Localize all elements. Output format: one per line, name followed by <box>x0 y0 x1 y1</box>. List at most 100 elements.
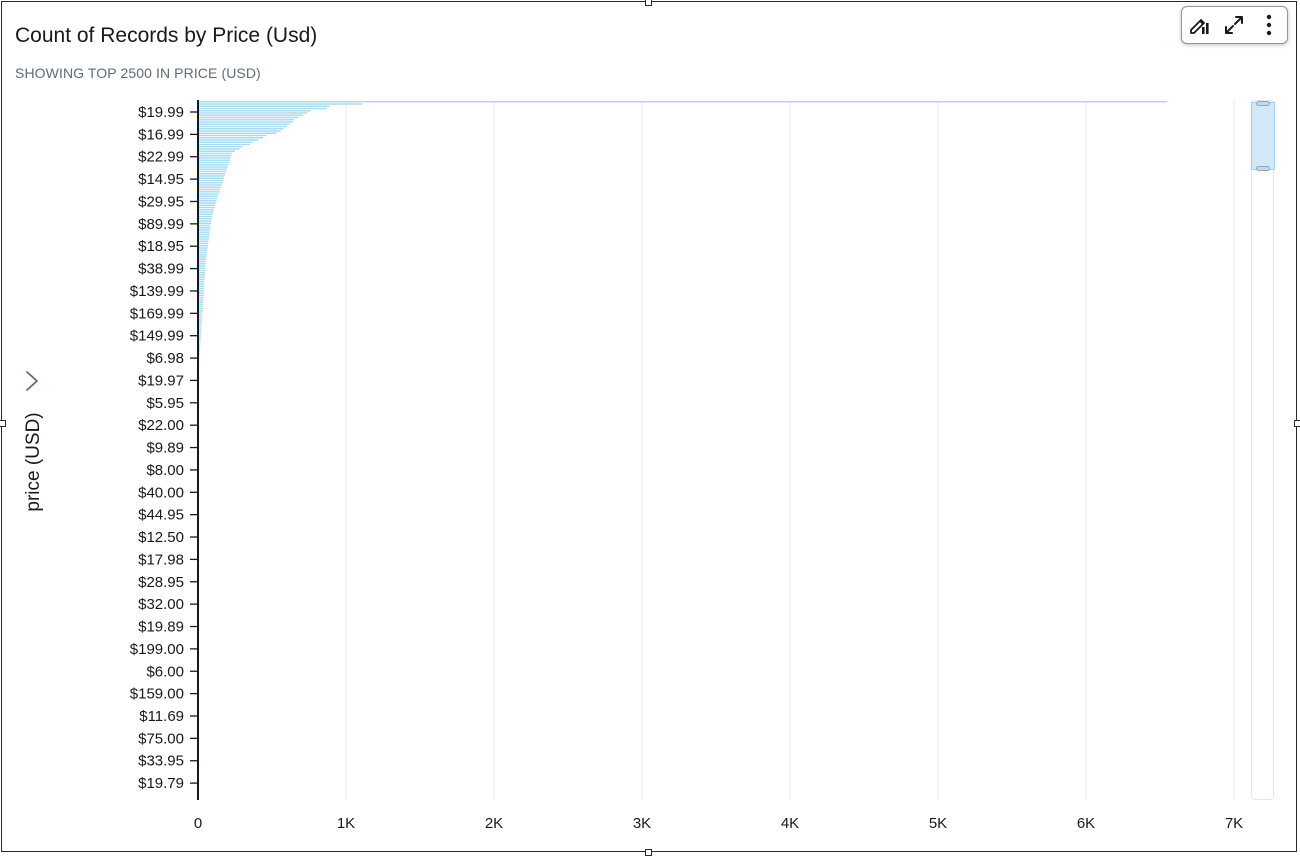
bar[interactable] <box>198 263 206 265</box>
bar[interactable] <box>198 274 205 276</box>
bar[interactable] <box>198 161 230 164</box>
resize-handle-left[interactable] <box>0 420 6 427</box>
bar[interactable] <box>198 337 201 339</box>
bar[interactable] <box>198 125 287 128</box>
bar[interactable] <box>198 132 277 135</box>
bar[interactable] <box>198 148 240 150</box>
bar[interactable] <box>198 294 204 297</box>
expand-button[interactable] <box>1220 12 1248 38</box>
bar[interactable] <box>198 152 233 155</box>
bar[interactable] <box>198 195 218 198</box>
bar[interactable] <box>198 191 220 193</box>
bar[interactable] <box>198 170 227 173</box>
bar[interactable] <box>198 267 206 270</box>
format-visual-button[interactable] <box>1186 12 1214 38</box>
bar[interactable] <box>198 249 208 252</box>
bar[interactable] <box>198 110 311 112</box>
bar[interactable] <box>198 119 295 121</box>
bar[interactable] <box>198 323 202 326</box>
bar[interactable] <box>198 314 203 317</box>
bar[interactable] <box>198 269 206 272</box>
bar[interactable] <box>198 301 204 303</box>
bar[interactable] <box>198 296 204 299</box>
bar[interactable] <box>198 285 205 288</box>
bar[interactable] <box>198 292 204 294</box>
scrollbar-top-grip[interactable] <box>1256 101 1270 106</box>
bar[interactable] <box>198 157 231 159</box>
bar[interactable] <box>198 112 308 114</box>
bar[interactable] <box>198 346 201 348</box>
bar[interactable] <box>198 348 201 351</box>
bar[interactable] <box>198 101 1168 103</box>
bar[interactable] <box>198 105 330 108</box>
scrollbar-bottom-grip[interactable] <box>1256 166 1270 171</box>
bar[interactable] <box>198 247 208 249</box>
bar[interactable] <box>198 137 264 139</box>
bar[interactable] <box>198 339 201 342</box>
bar[interactable] <box>198 299 204 301</box>
bar[interactable] <box>198 303 204 306</box>
more-options-button[interactable] <box>1255 12 1283 38</box>
bar[interactable] <box>198 283 205 285</box>
bar[interactable] <box>198 204 216 207</box>
bar[interactable] <box>198 175 225 177</box>
bar[interactable] <box>198 193 219 195</box>
bar[interactable] <box>198 114 304 117</box>
bar[interactable] <box>198 240 209 243</box>
bar[interactable] <box>198 341 201 344</box>
bar[interactable] <box>198 272 206 274</box>
bar[interactable] <box>198 251 208 254</box>
scrollbar-track[interactable] <box>1251 100 1274 800</box>
bar[interactable] <box>198 242 209 245</box>
bar[interactable] <box>198 130 281 132</box>
bar[interactable] <box>198 224 211 227</box>
bar[interactable] <box>198 200 217 202</box>
bar[interactable] <box>198 227 211 229</box>
bar[interactable] <box>198 197 218 200</box>
bar[interactable] <box>198 229 210 231</box>
scrollbar-window[interactable] <box>1251 101 1275 171</box>
bar[interactable] <box>198 238 209 240</box>
bar[interactable] <box>198 265 206 267</box>
bar[interactable] <box>198 168 227 171</box>
bar[interactable] <box>198 287 205 290</box>
bar[interactable] <box>198 186 221 189</box>
bar[interactable] <box>198 155 232 157</box>
bar[interactable] <box>198 123 290 126</box>
bar[interactable] <box>198 173 226 175</box>
bar[interactable] <box>198 245 208 247</box>
bar[interactable] <box>198 206 215 209</box>
bar[interactable] <box>198 328 202 330</box>
bar[interactable] <box>198 310 203 312</box>
bar[interactable] <box>198 330 202 333</box>
bar[interactable] <box>198 222 212 225</box>
bar[interactable] <box>198 141 253 144</box>
bar[interactable] <box>198 326 202 328</box>
bar[interactable] <box>198 215 213 218</box>
bar[interactable] <box>198 218 212 220</box>
bar[interactable] <box>198 332 202 335</box>
bar[interactable] <box>198 128 284 130</box>
bar[interactable] <box>198 134 267 137</box>
bar[interactable] <box>198 236 210 238</box>
resize-handle-right[interactable] <box>1294 420 1300 427</box>
bar[interactable] <box>198 182 223 184</box>
bar[interactable] <box>198 220 212 222</box>
bar[interactable] <box>198 278 205 281</box>
bar[interactable] <box>198 107 327 110</box>
bar[interactable] <box>198 211 214 213</box>
bar[interactable] <box>198 116 299 119</box>
bar[interactable] <box>198 143 250 146</box>
bar[interactable] <box>198 231 210 234</box>
bar[interactable] <box>198 177 224 180</box>
bar[interactable] <box>198 164 229 166</box>
bar[interactable] <box>198 103 363 105</box>
bar[interactable] <box>198 276 205 279</box>
bar[interactable] <box>198 213 213 216</box>
bar[interactable] <box>198 335 201 337</box>
resize-handle-top[interactable] <box>645 0 652 6</box>
bar[interactable] <box>198 188 221 191</box>
bar[interactable] <box>198 121 293 123</box>
bar[interactable] <box>198 150 235 153</box>
bar[interactable] <box>198 184 222 186</box>
